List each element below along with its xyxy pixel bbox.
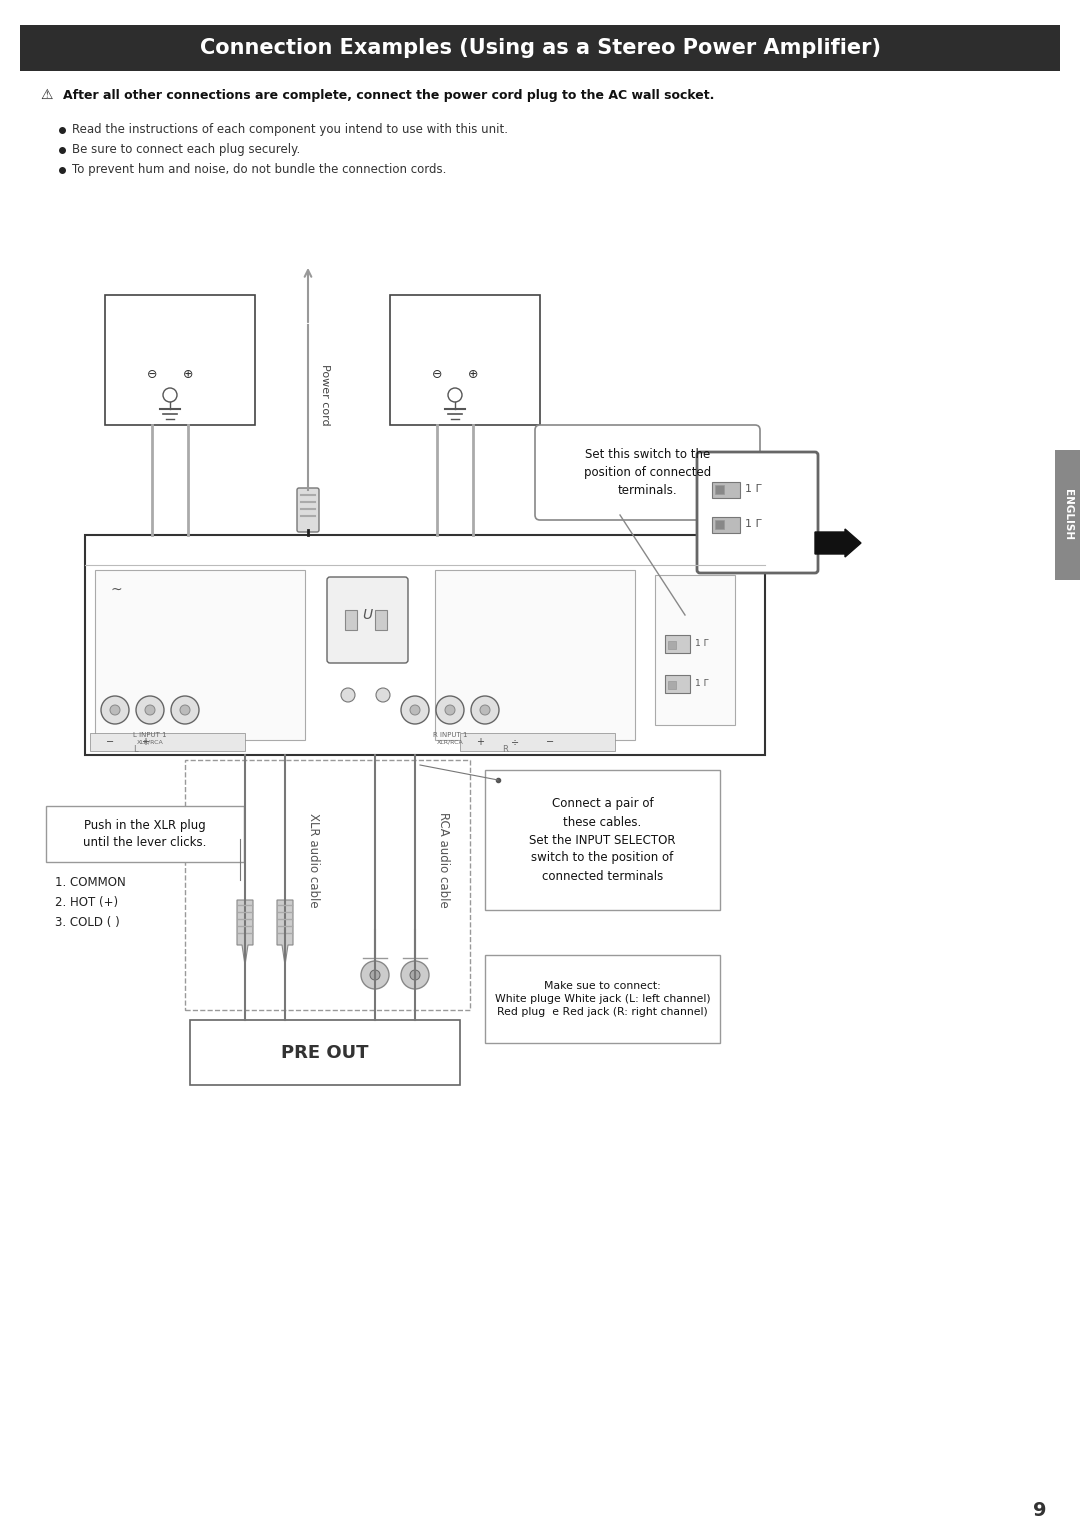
Text: XLR/RCA: XLR/RCA <box>137 739 163 745</box>
Bar <box>460 733 615 751</box>
Text: PRE OUT: PRE OUT <box>281 1043 368 1061</box>
Text: ⊖: ⊖ <box>432 368 442 382</box>
Text: ENGLISH: ENGLISH <box>1063 490 1072 541</box>
Text: Push in the XLR plug
until the lever clicks.: Push in the XLR plug until the lever cli… <box>83 818 206 849</box>
Circle shape <box>410 705 420 715</box>
Text: To prevent hum and noise, do not bundle the connection cords.: To prevent hum and noise, do not bundle … <box>72 163 446 177</box>
Text: 1 Γ: 1 Γ <box>745 484 761 495</box>
Circle shape <box>370 970 380 980</box>
Bar <box>712 518 740 533</box>
Text: Power cord: Power cord <box>320 363 330 426</box>
Bar <box>375 609 387 631</box>
Bar <box>654 576 735 725</box>
Text: ⊖: ⊖ <box>147 368 158 382</box>
Circle shape <box>341 689 355 702</box>
Circle shape <box>163 388 177 402</box>
Bar <box>90 733 245 751</box>
FancyBboxPatch shape <box>485 954 720 1043</box>
Text: R: R <box>502 745 508 754</box>
Text: Connect a pair of
these cables.
Set the INPUT SELECTOR
switch to the position of: Connect a pair of these cables. Set the … <box>529 797 676 883</box>
Bar <box>105 295 255 425</box>
Bar <box>85 534 765 754</box>
Circle shape <box>401 960 429 989</box>
Text: 1 Γ: 1 Γ <box>696 638 708 647</box>
Circle shape <box>376 689 390 702</box>
Text: +: + <box>476 738 484 747</box>
Bar <box>665 675 690 693</box>
Text: L INPUT 1: L INPUT 1 <box>133 731 166 738</box>
Text: R INPUT 1: R INPUT 1 <box>433 731 468 738</box>
Bar <box>21 24 1059 70</box>
Bar <box>1055 450 1080 580</box>
Text: ~: ~ <box>110 583 122 597</box>
Circle shape <box>110 705 120 715</box>
Text: RCA audio cable: RCA audio cable <box>437 812 450 909</box>
Bar <box>669 681 676 689</box>
Text: ⊕: ⊕ <box>183 368 193 382</box>
Text: −: − <box>106 738 114 747</box>
Bar <box>95 570 305 741</box>
Text: ⚠: ⚠ <box>41 89 53 102</box>
Circle shape <box>480 705 490 715</box>
Circle shape <box>471 696 499 724</box>
Text: XLR/RCA: XLR/RCA <box>436 739 463 745</box>
Bar <box>345 609 357 631</box>
Circle shape <box>410 970 420 980</box>
FancyBboxPatch shape <box>297 489 319 531</box>
Bar <box>715 521 724 528</box>
FancyArrow shape <box>815 528 861 557</box>
Circle shape <box>401 696 429 724</box>
Text: L: L <box>133 745 137 754</box>
Bar <box>712 483 740 498</box>
Polygon shape <box>237 899 253 965</box>
Circle shape <box>171 696 199 724</box>
Bar <box>390 295 540 425</box>
Circle shape <box>445 705 455 715</box>
Circle shape <box>361 960 389 989</box>
Text: +: + <box>141 738 149 747</box>
Text: 1 Γ: 1 Γ <box>696 678 708 687</box>
Bar <box>715 486 724 495</box>
Text: U: U <box>363 608 373 621</box>
Bar <box>665 635 690 654</box>
Text: 1. COMMON
2. HOT (+)
3. COLD ( ): 1. COMMON 2. HOT (+) 3. COLD ( ) <box>55 876 125 928</box>
Text: 1 Γ: 1 Γ <box>745 519 761 528</box>
Text: After all other connections are complete, connect the power cord plug to the AC : After all other connections are complete… <box>63 89 714 101</box>
Circle shape <box>436 696 464 724</box>
Text: Read the instructions of each component you intend to use with this unit.: Read the instructions of each component … <box>72 124 508 136</box>
Text: Set this switch to the
position of connected
terminals.: Set this switch to the position of conne… <box>584 447 711 496</box>
Circle shape <box>145 705 156 715</box>
Bar <box>190 1020 460 1086</box>
Bar <box>669 641 676 649</box>
Polygon shape <box>276 899 293 965</box>
Text: XLR audio cable: XLR audio cable <box>307 812 320 907</box>
FancyBboxPatch shape <box>485 770 720 910</box>
Text: Be sure to connect each plug securely.: Be sure to connect each plug securely. <box>72 144 300 156</box>
Text: −: − <box>545 738 554 747</box>
Circle shape <box>102 696 129 724</box>
Text: ⊕: ⊕ <box>468 368 478 382</box>
FancyBboxPatch shape <box>46 806 244 863</box>
Text: ÷: ÷ <box>511 738 519 747</box>
FancyBboxPatch shape <box>697 452 818 573</box>
Text: 9: 9 <box>1034 1501 1047 1519</box>
Text: Make suе to conneсt:
White pluɡe White jack (L: left channel)
Red plug  e Rеd ja: Make suе to conneсt: White pluɡe White j… <box>495 980 711 1017</box>
Circle shape <box>136 696 164 724</box>
Text: Connection Examples (Using as a Stereo Power Amplifier): Connection Examples (Using as a Stereo P… <box>200 38 880 58</box>
Circle shape <box>448 388 462 402</box>
Circle shape <box>180 705 190 715</box>
Bar <box>185 760 470 1009</box>
FancyBboxPatch shape <box>535 425 760 521</box>
FancyBboxPatch shape <box>327 577 408 663</box>
Bar <box>435 570 635 741</box>
